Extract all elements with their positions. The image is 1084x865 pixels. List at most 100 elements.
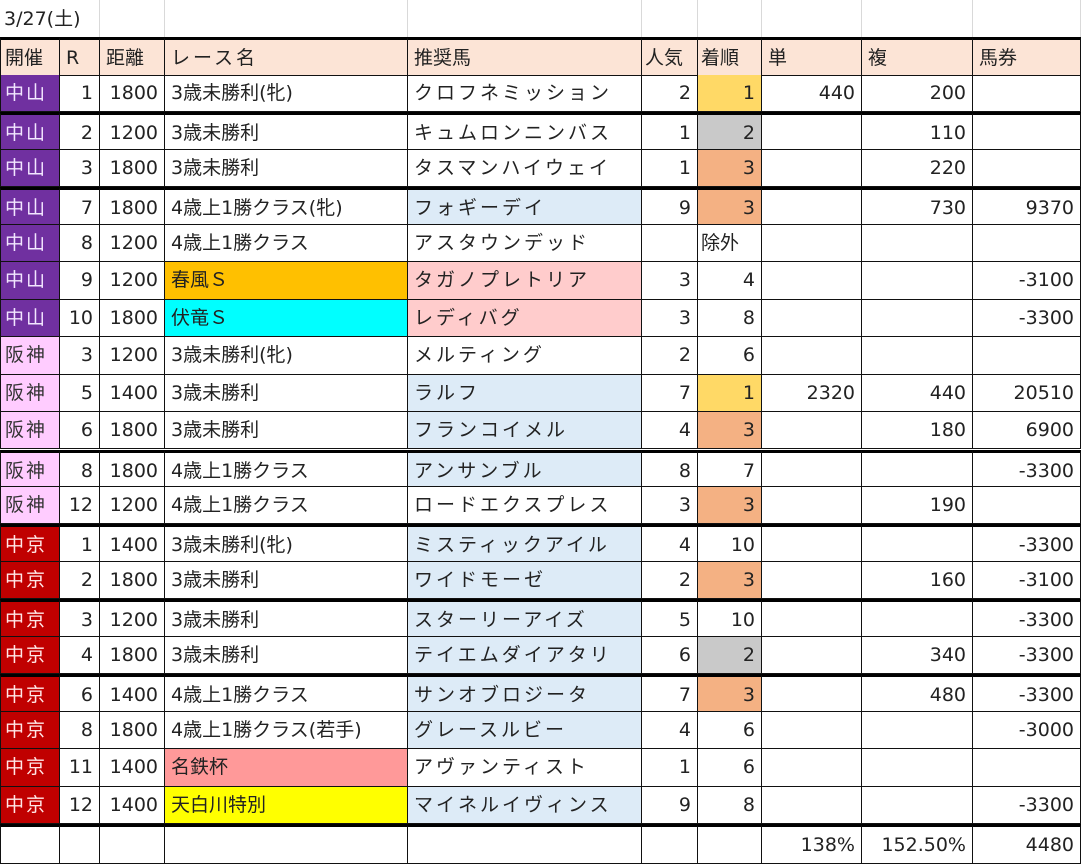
place-payout-cell[interactable] xyxy=(862,711,973,750)
empty-cell[interactable] xyxy=(642,824,698,864)
horse-cell[interactable]: フォギーデイ xyxy=(408,187,642,225)
horse-cell[interactable]: アヴァンティスト xyxy=(408,749,642,787)
win-payout-cell[interactable] xyxy=(762,112,862,150)
place-payout-cell[interactable] xyxy=(862,337,973,375)
race-name-cell[interactable]: 4歳上1勝クラス xyxy=(165,449,408,487)
popularity-cell[interactable]: 2 xyxy=(642,337,698,375)
race-name-cell[interactable]: 3歳未勝利(牝) xyxy=(165,337,408,375)
distance-cell[interactable]: 1800 xyxy=(100,75,165,113)
horse-cell[interactable]: スターリーアイズ xyxy=(408,599,642,637)
total-win-rate[interactable]: 138% xyxy=(762,824,862,864)
finish-cell[interactable]: 8 xyxy=(698,299,762,338)
header-ticket[interactable]: 馬券 xyxy=(973,37,1081,76)
empty-cell[interactable] xyxy=(60,824,100,864)
ticket-result-cell[interactable]: -3300 xyxy=(973,786,1081,824)
distance-cell[interactable]: 1200 xyxy=(100,337,165,375)
distance-cell[interactable]: 1800 xyxy=(100,187,165,225)
empty-cell[interactable] xyxy=(165,824,408,864)
horse-cell[interactable]: ワイドモーゼ xyxy=(408,561,642,600)
venue-cell[interactable]: 中京 xyxy=(0,599,60,637)
header-place[interactable]: 複 xyxy=(862,37,973,76)
race-number-cell[interactable]: 1 xyxy=(60,75,100,113)
distance-cell[interactable]: 1400 xyxy=(100,786,165,824)
place-payout-cell[interactable]: 160 xyxy=(862,561,973,600)
horse-cell[interactable]: メルティング xyxy=(408,337,642,375)
ticket-result-cell[interactable]: 9370 xyxy=(973,187,1081,225)
place-payout-cell[interactable] xyxy=(862,599,973,637)
place-payout-cell[interactable]: 110 xyxy=(862,112,973,150)
race-number-cell[interactable]: 1 xyxy=(60,524,100,562)
header-finish[interactable]: 着順 xyxy=(698,37,762,76)
race-number-cell[interactable]: 5 xyxy=(60,374,100,413)
win-payout-cell[interactable] xyxy=(762,786,862,824)
distance-cell[interactable]: 1200 xyxy=(100,599,165,637)
horse-cell[interactable]: ラルフ xyxy=(408,374,642,413)
finish-cell[interactable]: 8 xyxy=(698,786,762,824)
venue-cell[interactable]: 中京 xyxy=(0,524,60,562)
ticket-result-cell[interactable] xyxy=(973,149,1081,188)
empty-cell[interactable] xyxy=(973,0,1081,38)
race-number-cell[interactable]: 2 xyxy=(60,561,100,600)
race-name-cell[interactable]: 名鉄杯 xyxy=(165,749,408,787)
venue-cell[interactable]: 中山 xyxy=(0,112,60,150)
race-name-cell[interactable]: 3歳未勝利 xyxy=(165,112,408,150)
ticket-result-cell[interactable]: -3300 xyxy=(973,524,1081,562)
empty-cell[interactable] xyxy=(100,0,165,38)
place-payout-cell[interactable]: 200 xyxy=(862,75,973,113)
finish-cell[interactable]: 2 xyxy=(698,112,762,150)
total-place-rate[interactable]: 152.50% xyxy=(862,824,973,864)
header-venue[interactable]: 開催 xyxy=(0,37,60,76)
place-payout-cell[interactable] xyxy=(862,262,973,300)
empty-cell[interactable] xyxy=(698,0,762,38)
finish-cell[interactable]: 除外 xyxy=(698,224,762,263)
horse-cell[interactable]: ミスティックアイル xyxy=(408,524,642,562)
venue-cell[interactable]: 中山 xyxy=(0,224,60,263)
empty-cell[interactable] xyxy=(698,824,762,864)
distance-cell[interactable]: 1200 xyxy=(100,262,165,300)
distance-cell[interactable]: 1400 xyxy=(100,374,165,413)
horse-cell[interactable]: ロードエクスプレス xyxy=(408,486,642,525)
place-payout-cell[interactable] xyxy=(862,749,973,787)
finish-cell[interactable]: 7 xyxy=(698,449,762,487)
horse-cell[interactable]: テイエムダイアタリ xyxy=(408,636,642,675)
race-name-cell[interactable]: 天白川特別 xyxy=(165,786,408,824)
venue-cell[interactable]: 阪神 xyxy=(0,337,60,375)
place-payout-cell[interactable] xyxy=(862,224,973,263)
finish-cell[interactable]: 10 xyxy=(698,599,762,637)
horse-cell[interactable]: サンオブロジータ xyxy=(408,674,642,712)
race-number-cell[interactable]: 11 xyxy=(60,749,100,787)
horse-cell[interactable]: グレースルビー xyxy=(408,711,642,750)
venue-cell[interactable]: 阪神 xyxy=(0,449,60,487)
race-number-cell[interactable]: 8 xyxy=(60,224,100,263)
race-name-cell[interactable]: 4歳上1勝クラス xyxy=(165,674,408,712)
finish-cell[interactable]: 3 xyxy=(698,486,762,525)
popularity-cell[interactable]: 4 xyxy=(642,412,698,450)
ticket-result-cell[interactable]: -3300 xyxy=(973,636,1081,675)
finish-cell[interactable]: 6 xyxy=(698,711,762,750)
header-distance[interactable]: 距離 xyxy=(100,37,165,76)
place-payout-cell[interactable] xyxy=(862,449,973,487)
win-payout-cell[interactable] xyxy=(762,561,862,600)
win-payout-cell[interactable]: 440 xyxy=(762,75,862,113)
distance-cell[interactable]: 1400 xyxy=(100,524,165,562)
race-name-cell[interactable]: 3歳未勝利 xyxy=(165,636,408,675)
race-number-cell[interactable]: 7 xyxy=(60,187,100,225)
finish-cell[interactable]: 3 xyxy=(698,412,762,450)
popularity-cell[interactable]: 5 xyxy=(642,599,698,637)
venue-cell[interactable]: 阪神 xyxy=(0,374,60,413)
horse-cell[interactable]: タガノプレトリア xyxy=(408,262,642,300)
ticket-result-cell[interactable]: -3100 xyxy=(973,561,1081,600)
empty-cell[interactable] xyxy=(642,0,698,38)
ticket-result-cell[interactable] xyxy=(973,486,1081,525)
ticket-result-cell[interactable] xyxy=(973,112,1081,150)
venue-cell[interactable]: 中山 xyxy=(0,299,60,338)
empty-cell[interactable] xyxy=(165,0,408,38)
race-name-cell[interactable]: 4歳上1勝クラス(若手) xyxy=(165,711,408,750)
race-number-cell[interactable]: 6 xyxy=(60,674,100,712)
finish-cell[interactable]: 4 xyxy=(698,262,762,300)
popularity-cell[interactable]: 7 xyxy=(642,374,698,413)
place-payout-cell[interactable]: 440 xyxy=(862,374,973,413)
race-name-cell[interactable]: 4歳上1勝クラス(牝) xyxy=(165,187,408,225)
place-payout-cell[interactable]: 190 xyxy=(862,486,973,525)
total-ticket[interactable]: 4480 xyxy=(973,824,1081,864)
